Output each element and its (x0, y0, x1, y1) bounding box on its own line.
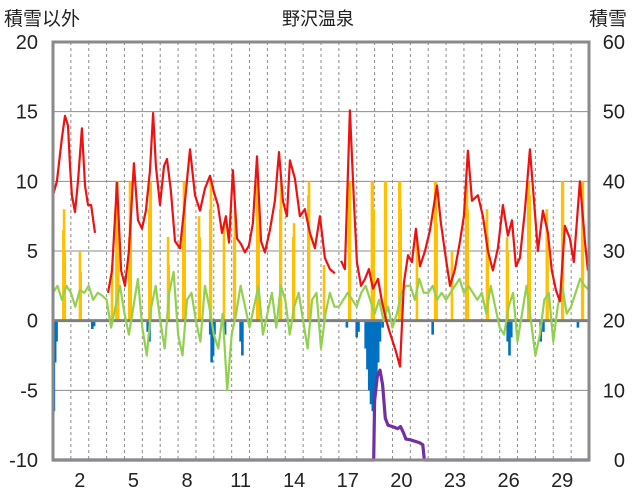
bar-series-1-bar (581, 181, 585, 321)
bar-series-2-bar (241, 320, 244, 356)
bar-series-1-bar (450, 251, 454, 321)
bar-series-2-bar (355, 320, 359, 338)
bar-series-1-bar (292, 223, 296, 321)
left-y-tick-label: 10 (16, 171, 38, 193)
bar-series-2-bar (211, 320, 215, 356)
bar-series-1-bar (183, 195, 186, 321)
left-y-tick-label: -10 (9, 450, 38, 472)
bar-series-1-bar (129, 181, 133, 321)
bar-series-1-bar (466, 209, 469, 321)
x-tick-label: 17 (337, 470, 359, 492)
bar-series-2-bar (381, 320, 384, 328)
left-axis-title: 積雪以外 (4, 8, 80, 30)
left-y-tick-label: -5 (20, 380, 38, 402)
bar-series-2-bar (371, 320, 375, 412)
bar-series-2-bar (373, 320, 376, 398)
chart-title: 野沢温泉 (282, 9, 354, 30)
bar-series-2-bar (146, 320, 149, 332)
bar-series-2-bar (210, 320, 213, 363)
bar-series-2-bar (213, 320, 216, 335)
bar-series-2-bar (345, 320, 349, 328)
bar-series-2-bar (239, 320, 242, 342)
bar-series-2-bar (576, 320, 580, 328)
bar-series-2-bar (91, 320, 94, 330)
bar-series-1-bar (257, 195, 260, 321)
bar-series-1-bar (198, 237, 201, 321)
right-y-tick-label: 0 (614, 450, 625, 472)
bar-series-2-bar (55, 320, 58, 342)
x-tick-label: 23 (444, 470, 466, 492)
left-y-tick-label: 20 (16, 32, 38, 54)
bar-series-1-bar (322, 264, 326, 321)
x-tick-label: 14 (283, 470, 305, 492)
x-tick-label: 26 (497, 470, 519, 492)
bar-series-2-bar (376, 320, 380, 363)
x-tick-label: 5 (128, 470, 139, 492)
gridlines (53, 42, 589, 460)
bar-series-2-bar (92, 320, 96, 327)
bar-series-1-bar (63, 251, 67, 321)
bar-series-1-bar (435, 223, 438, 321)
bar-series-1-bar (546, 237, 549, 321)
right-y-tick-label: 30 (603, 241, 625, 263)
line-series-0 (52, 270, 590, 392)
bar-series-1-bar (209, 181, 213, 321)
right-y-tick-label: 20 (603, 311, 625, 333)
bar-series-2-bar (367, 320, 371, 391)
line-series-group (51, 109, 590, 462)
left-y-tick-label: 15 (16, 102, 38, 124)
bar-series-2-bar (431, 320, 434, 335)
bar-series-group (52, 181, 585, 412)
bar-series-1-bar (372, 209, 376, 321)
x-tick-label: 8 (181, 470, 192, 492)
bar-series-2-bar (366, 320, 369, 370)
bar-series-2-bar (223, 320, 227, 335)
left-y-tick-label: 5 (27, 241, 38, 263)
bar-series-2-bar (542, 320, 545, 332)
right-axis-title: 積雪 (589, 8, 627, 30)
bar-series-1-bar (233, 209, 237, 321)
right-y-tick-label: 60 (603, 32, 625, 54)
bar-series-1-bar (307, 181, 311, 321)
bar-series-2-bar (375, 320, 378, 377)
x-tick-label: 29 (551, 470, 573, 492)
bar-series-1-bar (110, 264, 114, 321)
right-y-tick-label: 40 (603, 171, 625, 193)
bar-series-2-bar (506, 320, 510, 342)
bar-series-1-bar (79, 271, 82, 321)
bar-series-2-bar (53, 320, 57, 363)
bar-series-1-bar (528, 195, 531, 321)
bar-series-1-bar (348, 181, 352, 321)
line-series-4 (53, 368, 589, 462)
bar-series-2-bar (509, 320, 513, 338)
bar-series-1-bar (399, 209, 402, 321)
bar-series-2-bar (357, 320, 360, 332)
line-series-3 (51, 109, 589, 368)
bar-series-1-bar (506, 251, 510, 321)
bar-series-1-bar (116, 223, 120, 321)
bar-series-1-bar (486, 237, 489, 321)
right-y-tick-label: 50 (603, 102, 625, 124)
bar-series-1-bar (222, 223, 226, 321)
bar-series-1-bar (149, 181, 153, 321)
bar-series-2-bar (208, 320, 212, 335)
bar-series-2-bar (369, 320, 373, 405)
plot-frame (51, 40, 591, 462)
x-tick-label: 20 (390, 470, 412, 492)
left-y-tick-label: 0 (27, 311, 38, 333)
bar-series-1-bar (384, 181, 388, 321)
right-y-tick-label: 10 (603, 380, 625, 402)
x-tick-label: 11 (230, 470, 251, 492)
bar-series-2-bar (508, 320, 511, 356)
bar-series-2-bar (378, 320, 382, 342)
x-tick-label: 2 (74, 470, 85, 492)
bar-series-2-bar (364, 320, 367, 349)
bar-series-1-bar (279, 181, 283, 321)
bar-series-1-bar (415, 237, 419, 321)
